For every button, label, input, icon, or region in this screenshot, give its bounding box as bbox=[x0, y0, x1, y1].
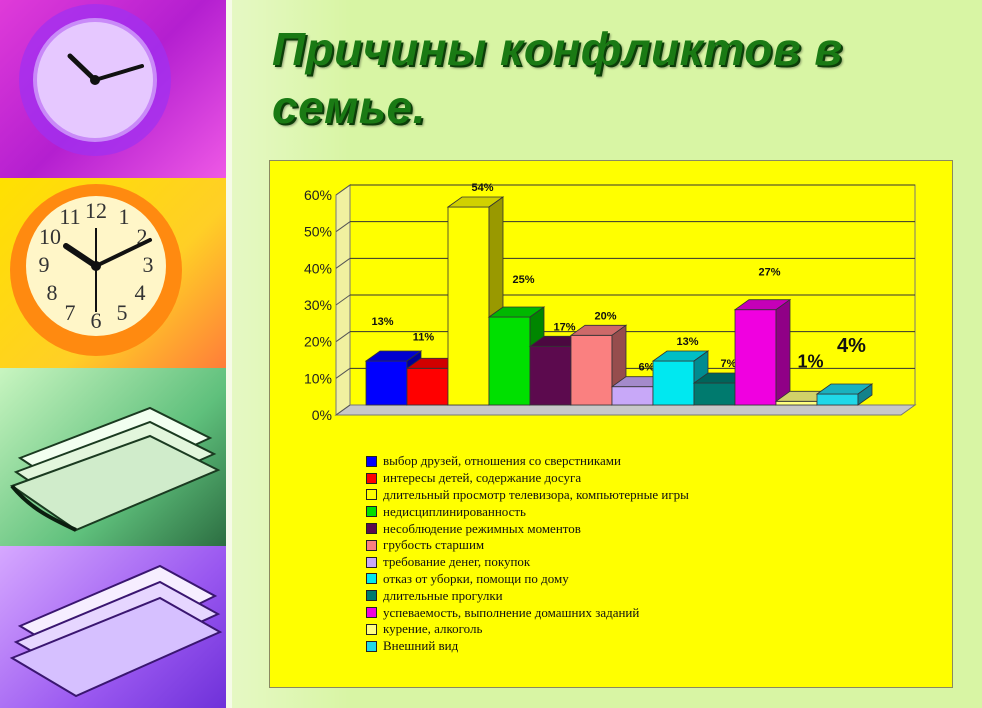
legend-item: курение, алкоголь bbox=[366, 621, 689, 638]
legend-item: выбор друзей, отношения со сверстниками bbox=[366, 453, 689, 470]
gridline-side bbox=[335, 257, 351, 269]
gridline-side bbox=[335, 221, 351, 233]
legend-item: несоблюдение режимных моментов bbox=[366, 520, 689, 537]
y-tick-label: 40% bbox=[304, 260, 332, 276]
svg-text:4: 4 bbox=[135, 280, 146, 305]
legend-item: успеваемость, выполнение домашних задани… bbox=[366, 604, 689, 621]
chart-legend: выбор друзей, отношения со сверстниками и… bbox=[366, 453, 689, 655]
data-label: 4% bbox=[837, 335, 866, 357]
data-label: 13% bbox=[676, 336, 698, 348]
chart-floor bbox=[334, 404, 917, 416]
data-label: 17% bbox=[553, 321, 575, 333]
y-tick-label: 60% bbox=[304, 187, 332, 203]
bar bbox=[733, 298, 792, 406]
y-tick-label: 0% bbox=[312, 407, 332, 423]
paper-stack-icon bbox=[9, 406, 221, 532]
legend-label: успеваемость, выполнение домашних задани… bbox=[383, 604, 640, 620]
legend-item: длительные прогулки bbox=[366, 587, 689, 604]
paper-stack-panel-purple bbox=[0, 546, 232, 708]
gridline-side bbox=[335, 184, 351, 196]
bar bbox=[815, 383, 874, 406]
legend-label: отказ от уборки, помощи по дому bbox=[383, 570, 569, 586]
y-tick-label: 10% bbox=[304, 370, 332, 386]
legend-label: грубость старшим bbox=[383, 537, 485, 553]
legend-swatch bbox=[366, 523, 377, 535]
legend-swatch bbox=[366, 455, 377, 467]
svg-text:5: 5 bbox=[117, 300, 128, 325]
legend-swatch bbox=[366, 640, 377, 652]
legend-item: отказ от уборки, помощи по дому bbox=[366, 571, 689, 588]
bar-chart: 0% 10% 20% 30% 40% 50% 60% 13% 11% 54% 25% 17% 20% 6%… bbox=[304, 182, 917, 423]
data-label: 1% bbox=[797, 351, 823, 371]
legend-item: требование денег, покупок bbox=[366, 554, 689, 571]
paper-stack-icon bbox=[9, 564, 223, 698]
legend-item: недисциплинированность bbox=[366, 503, 689, 520]
data-label: 6% bbox=[639, 362, 655, 374]
legend-swatch bbox=[366, 556, 377, 568]
data-label: 7% bbox=[721, 358, 737, 370]
svg-text:6: 6 bbox=[91, 308, 102, 333]
svg-text:8: 8 bbox=[47, 280, 58, 305]
svg-text:1: 1 bbox=[119, 204, 130, 229]
legend-label: недисциплинированность bbox=[383, 503, 526, 519]
legend-label: требование денег, покупок bbox=[383, 554, 531, 570]
gridline-side bbox=[335, 367, 351, 379]
svg-text:3: 3 bbox=[143, 252, 154, 277]
legend-swatch bbox=[366, 506, 377, 518]
svg-text:10: 10 bbox=[39, 224, 61, 249]
wall-clock-panel bbox=[0, 0, 232, 178]
legend-label: Внешний вид bbox=[383, 638, 459, 654]
data-label: 54% bbox=[471, 182, 493, 194]
side-divider bbox=[226, 0, 232, 708]
data-label: 27% bbox=[758, 267, 780, 279]
chart-frame: 0% 10% 20% 30% 40% 50% 60% 13% 11% 54% 25% 17% 20% 6%… bbox=[269, 160, 953, 688]
legend-label: длительный просмотр телевизора, компьюте… bbox=[383, 486, 689, 502]
legend-item: длительный просмотр телевизора, компьюте… bbox=[366, 487, 689, 504]
legend-label: интересы детей, содержание досуга bbox=[383, 470, 582, 486]
legend-label: длительные прогулки bbox=[383, 587, 503, 603]
legend-swatch bbox=[366, 623, 377, 635]
legend-swatch bbox=[366, 607, 377, 619]
legend-swatch bbox=[366, 472, 377, 484]
svg-text:9: 9 bbox=[39, 252, 50, 277]
gridline-side bbox=[335, 294, 351, 306]
legend-item: грубость старшим bbox=[366, 537, 689, 554]
data-label: 13% bbox=[371, 316, 393, 328]
legend-item: интересы детей, содержание досуга bbox=[366, 470, 689, 487]
legend-label: несоблюдение режимных моментов bbox=[383, 520, 581, 536]
legend-swatch bbox=[366, 590, 377, 602]
gridline-side bbox=[335, 404, 351, 416]
data-label: 20% bbox=[594, 310, 616, 322]
legend-label: курение, алкоголь bbox=[383, 621, 483, 637]
paper-stack-panel-green bbox=[0, 368, 232, 546]
data-label: 25% bbox=[512, 274, 534, 286]
svg-text:12: 12 bbox=[85, 198, 107, 223]
svg-text:11: 11 bbox=[59, 204, 80, 229]
gridline-side bbox=[335, 331, 351, 343]
wall-clock-icon bbox=[19, 4, 171, 156]
slide-title: Причины конфликтов в семье. bbox=[272, 23, 843, 133]
y-tick-label: 20% bbox=[304, 334, 332, 350]
data-label: 11% bbox=[413, 331, 435, 343]
y-tick-label: 50% bbox=[304, 224, 332, 240]
legend-swatch bbox=[366, 539, 377, 551]
y-tick-label: 30% bbox=[304, 297, 332, 313]
svg-text:7: 7 bbox=[65, 300, 76, 325]
legend-swatch bbox=[366, 573, 377, 585]
legend-item: Внешний вид bbox=[366, 638, 689, 655]
svg-text:2: 2 bbox=[137, 224, 148, 249]
legend-swatch bbox=[366, 489, 377, 501]
legend-label: выбор друзей, отношения со сверстниками bbox=[383, 453, 621, 469]
